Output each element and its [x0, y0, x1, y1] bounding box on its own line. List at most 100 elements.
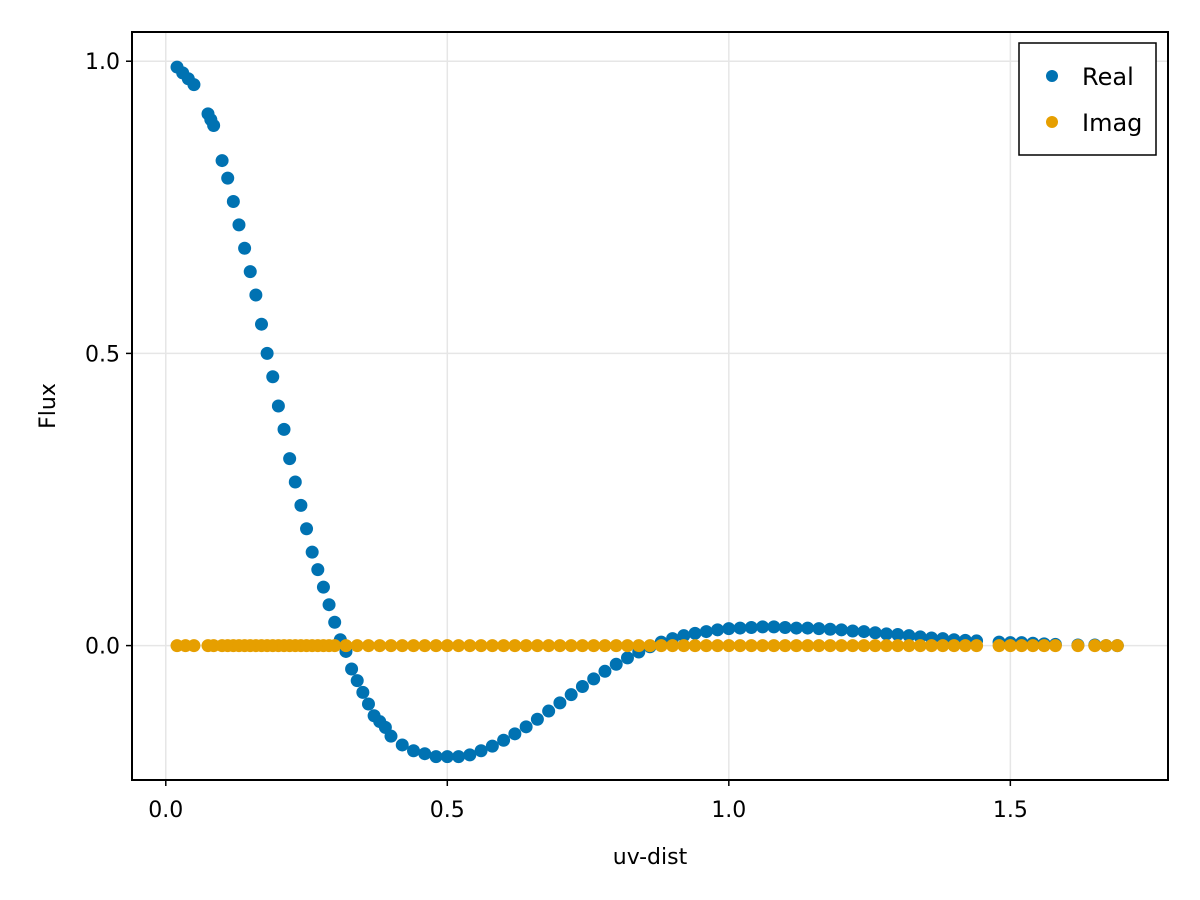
real-point: [305, 545, 319, 559]
imag-point: [823, 639, 837, 653]
imag-point: [429, 639, 443, 653]
imag-point: [868, 639, 882, 653]
imag-point: [677, 639, 691, 653]
real-point: [294, 498, 308, 512]
imag-point: [187, 639, 201, 653]
real-point: [440, 750, 454, 764]
real-point: [834, 623, 848, 637]
y-tick-label: 1.0: [85, 50, 120, 75]
imag-point: [598, 639, 612, 653]
imag-point: [350, 639, 364, 653]
real-point: [316, 580, 330, 594]
real-point: [744, 620, 758, 634]
real-point: [288, 475, 302, 489]
plot-frame: [131, 31, 1169, 781]
real-point: [722, 622, 736, 636]
real-point: [767, 620, 781, 634]
imag-point: [722, 639, 736, 653]
imag-point: [575, 639, 589, 653]
real-point: [857, 625, 871, 639]
real-point: [356, 685, 370, 699]
real-point: [575, 680, 589, 693]
real-point: [345, 662, 359, 676]
imag-point: [834, 639, 848, 653]
data-points: [170, 60, 1124, 764]
imag-point: [936, 639, 950, 653]
real-point: [215, 154, 229, 168]
real-point: [711, 623, 725, 637]
imag-point: [970, 639, 984, 653]
imag-point: [497, 639, 511, 653]
imag-point: [519, 639, 533, 653]
real-point: [902, 629, 916, 643]
real-point: [283, 452, 297, 466]
real-point: [452, 750, 466, 764]
real-point: [564, 688, 578, 702]
real-point: [271, 399, 285, 413]
imag-point: [530, 639, 544, 653]
legend-label-imag: Imag: [1082, 109, 1142, 137]
x-tick-label: 1.0: [711, 798, 746, 823]
real-point: [221, 171, 235, 185]
imag-point: [891, 639, 905, 653]
x-tick-label: 1.5: [993, 798, 1028, 823]
imag-point: [1015, 639, 1029, 653]
imag-point: [947, 639, 961, 653]
imag-point: [361, 639, 375, 653]
real-point: [553, 696, 567, 710]
real-point: [300, 522, 314, 536]
real-point: [350, 674, 364, 688]
axis-ticks: 0.0 0.5 1.0 1.5 0.0 0.5 1.0: [85, 50, 1028, 823]
imag-point: [395, 639, 409, 653]
real-point: [463, 748, 477, 762]
real-point: [187, 78, 201, 92]
legend-box: [1018, 42, 1157, 156]
imag-point: [846, 639, 860, 653]
grid: [132, 32, 1168, 780]
imag-point: [485, 639, 499, 653]
real-point: [823, 622, 837, 636]
real-point: [485, 739, 499, 753]
y-axis-label: Flux: [36, 383, 61, 429]
real-point: [384, 729, 398, 743]
imag-point: [992, 639, 1006, 653]
imag-point: [474, 639, 488, 653]
imag-point: [801, 639, 815, 653]
imag-point: [767, 639, 781, 653]
imag-point: [564, 639, 578, 653]
real-point: [243, 265, 257, 279]
real-point: [429, 750, 443, 764]
real-point: [519, 720, 533, 734]
x-axis-label: uv-dist: [613, 845, 688, 870]
real-point: [677, 629, 691, 643]
real-point: [620, 651, 634, 665]
imag-point: [688, 639, 702, 653]
imag-point: [1026, 639, 1040, 653]
real-point: [688, 626, 702, 640]
real-point: [846, 624, 860, 638]
real-point: [277, 422, 291, 436]
real-point: [322, 598, 336, 612]
real-point: [598, 664, 612, 678]
real-point: [361, 697, 375, 711]
imag-point: [620, 639, 634, 653]
imag-point: [666, 639, 680, 653]
imag-point: [609, 639, 623, 653]
legend-marker-real: [1046, 70, 1058, 82]
legend: Real Imag: [1018, 42, 1157, 156]
imag-point: [1088, 639, 1102, 653]
imag-point: [699, 639, 713, 653]
y-tick-label: 0.5: [85, 342, 120, 367]
imag-point: [407, 639, 421, 653]
real-point: [207, 119, 221, 132]
imag-point: [553, 639, 567, 653]
legend-label-real: Real: [1082, 63, 1134, 91]
real-point: [733, 621, 747, 635]
imag-point: [452, 639, 466, 653]
imag-point: [913, 639, 927, 653]
imag-point: [384, 639, 398, 653]
real-point: [542, 704, 556, 718]
imag-point: [756, 639, 770, 653]
imag-point: [902, 639, 916, 653]
